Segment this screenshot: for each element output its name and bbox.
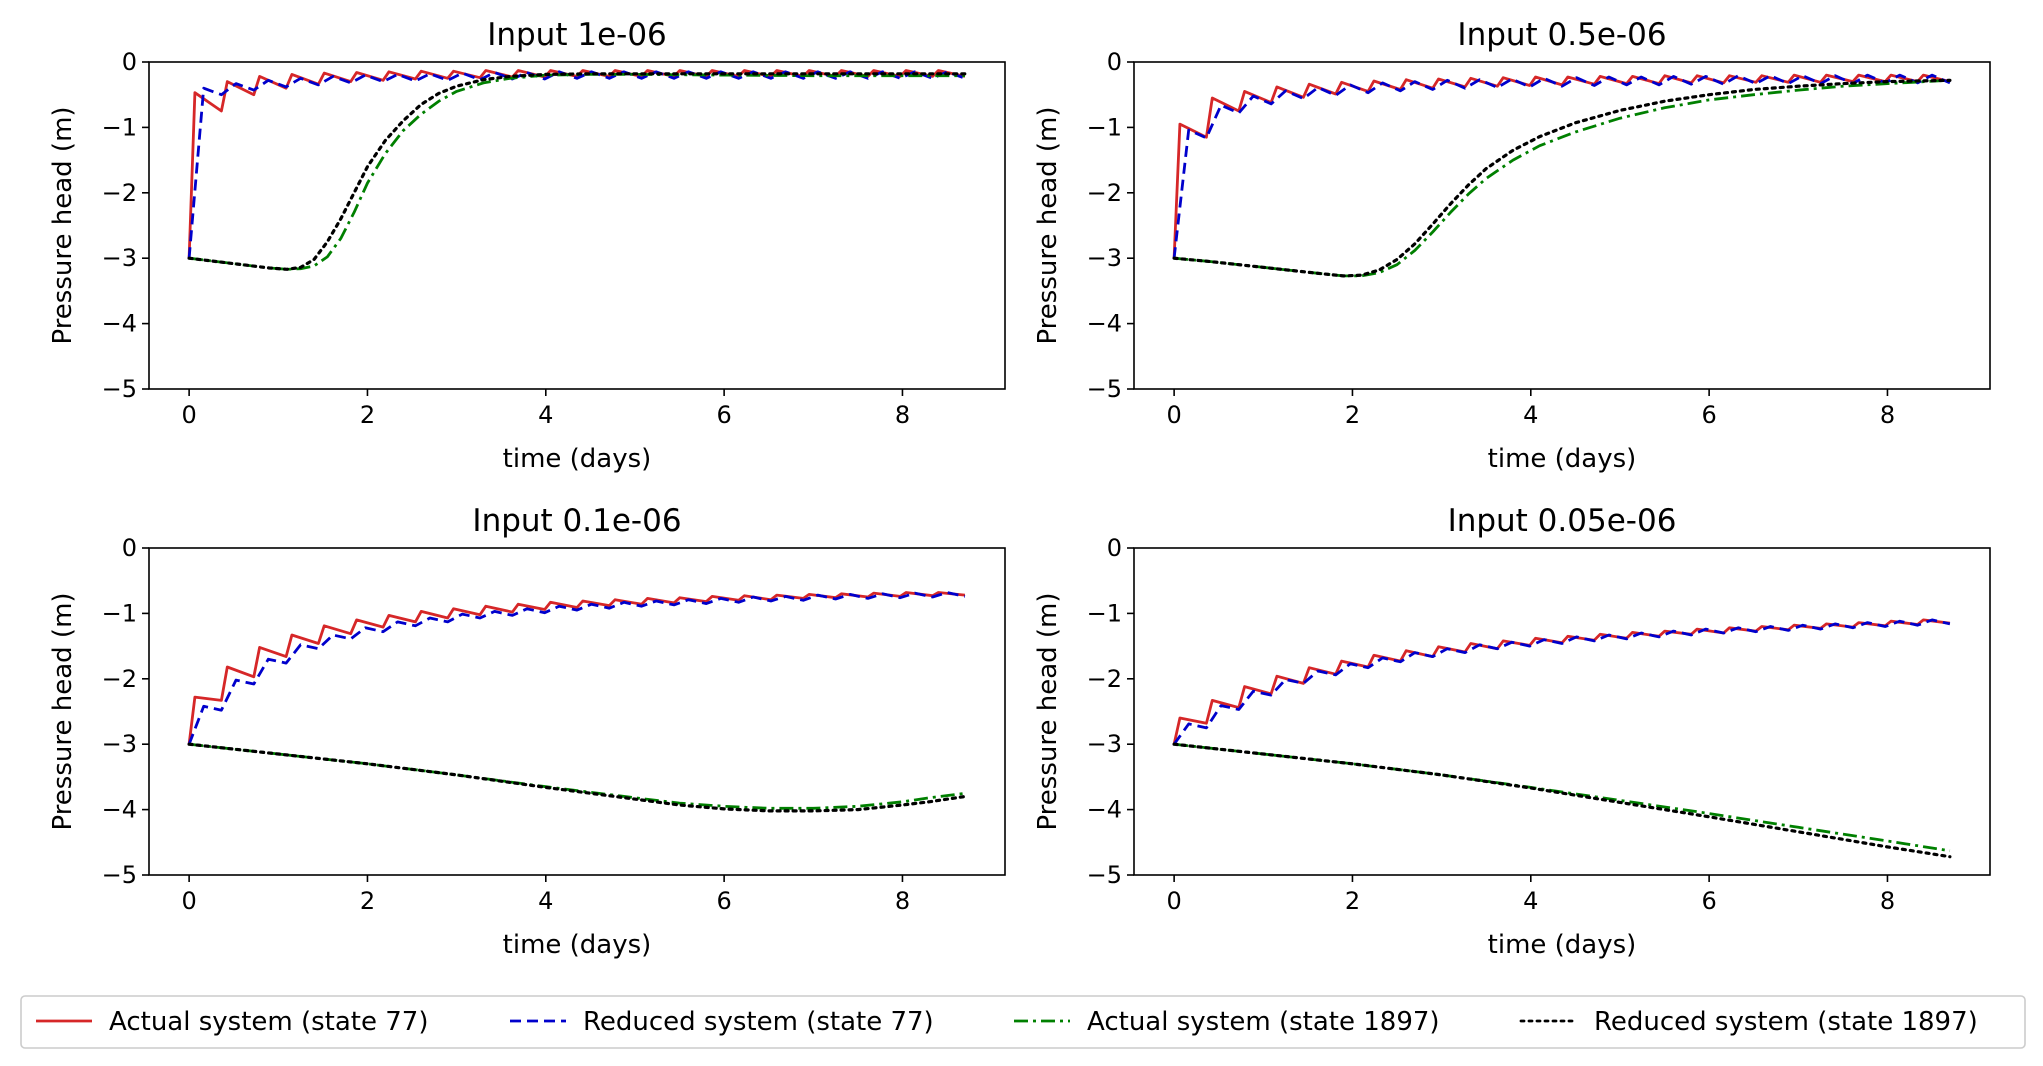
y-tick-label: −5 — [1087, 375, 1122, 403]
subplot-4: Input 0.05e-06 0 2 4 6 8 0 −1 −2 −3 −4 −5 time (days… — [1033, 503, 1991, 960]
x-tick-label: 4 — [538, 401, 553, 429]
x-tick-label: 6 — [716, 887, 731, 915]
x-axis-label: time (days) — [1488, 930, 1637, 960]
y-tick-label: 0 — [1107, 534, 1122, 562]
subplot-1: Input 1e-06 0 2 4 6 8 0 −1 −2 −3 −4 −5 time (days) Pr… — [48, 17, 1006, 474]
x-tick-label: 2 — [1345, 887, 1360, 915]
series-reduced-state-1897 — [1172, 742, 1952, 859]
y-tick-label: −1 — [102, 599, 137, 627]
legend-label: Reduced system (state 77) — [583, 1007, 934, 1037]
y-tick-label: −4 — [1087, 310, 1122, 338]
subplot-3: Input 0.1e-06 0 2 4 6 8 0 −1 −2 −3 −4 −5 time (days)… — [48, 503, 1006, 960]
x-tick-label: 8 — [895, 887, 910, 915]
x-tick-label: 4 — [538, 887, 553, 915]
subplot-title: Input 1e-06 — [487, 17, 667, 53]
series-reduced-state-77 — [187, 70, 966, 259]
y-tick-label: −4 — [102, 310, 137, 338]
series-actual-state-77 — [187, 69, 966, 259]
y-tick-label: −1 — [1087, 599, 1122, 627]
y-tick-label: −3 — [1087, 730, 1122, 758]
y-tick-label: 0 — [1107, 48, 1122, 76]
legend: Actual system (state 77) Reduced system (… — [20, 995, 2026, 1049]
x-tick-label: 8 — [1880, 401, 1895, 429]
series-reduced-state-77 — [1172, 618, 1951, 746]
series-reduced-state-77 — [1172, 73, 1951, 259]
y-tick-label: −5 — [1087, 861, 1122, 889]
y-tick-label: −5 — [102, 375, 137, 403]
y-tick-label: −2 — [102, 665, 137, 693]
x-tick-label: 0 — [181, 887, 196, 915]
y-axis-label: Pressure head (m) — [1033, 592, 1063, 830]
subplot-title: Input 0.1e-06 — [472, 503, 681, 539]
plot-frame — [1133, 61, 1991, 390]
x-tick-label: 0 — [1166, 401, 1181, 429]
subplot-title: Input 0.05e-06 — [1448, 503, 1677, 539]
x-tick-label: 2 — [360, 887, 375, 915]
y-tick-label: −3 — [102, 730, 137, 758]
y-tick-label: −1 — [102, 113, 137, 141]
x-tick-label: 2 — [1345, 401, 1360, 429]
series-actual-state-1897 — [1173, 78, 1950, 278]
series-reduced-state-1897 — [1172, 78, 1952, 278]
legend-label: Actual system (state 77) — [109, 1007, 428, 1037]
y-axis-label: Pressure head (m) — [48, 106, 78, 344]
series-actual-state-1897 — [1173, 742, 1951, 853]
x-tick-label: 8 — [1880, 887, 1895, 915]
series-reduced-state-1897 — [187, 72, 967, 271]
y-axis-label: Pressure head (m) — [1033, 106, 1063, 344]
y-tick-label: −1 — [1087, 113, 1122, 141]
x-tick-label: 4 — [1523, 887, 1538, 915]
subplot-2: Input 0.5e-06 0 2 4 6 8 0 −1 −2 −3 −4 −5 time (days)… — [1033, 17, 1991, 474]
x-tick-label: 2 — [360, 401, 375, 429]
series-actual-state-77 — [187, 591, 966, 745]
x-axis-label: time (days) — [503, 930, 652, 960]
plot-frame — [148, 61, 1006, 390]
series-reduced-state-1897 — [187, 742, 967, 813]
subplot-title: Input 0.5e-06 — [1457, 17, 1666, 53]
legend-label: Actual system (state 1897) — [1087, 1007, 1440, 1037]
y-tick-label: 0 — [122, 48, 137, 76]
series-reduced-state-77 — [187, 591, 966, 745]
y-tick-label: −2 — [102, 179, 137, 207]
x-tick-label: 0 — [1166, 887, 1181, 915]
x-tick-label: 6 — [716, 401, 731, 429]
y-tick-label: −2 — [1087, 665, 1122, 693]
x-tick-label: 0 — [181, 401, 196, 429]
legend-label: Reduced system (state 1897) — [1594, 1007, 1978, 1037]
series-actual-state-77 — [1172, 618, 1951, 745]
y-tick-label: −4 — [1087, 796, 1122, 824]
series-actual-state-1897 — [188, 742, 966, 810]
x-axis-label: time (days) — [503, 444, 652, 474]
x-tick-label: 6 — [1701, 887, 1716, 915]
y-tick-label: −3 — [102, 244, 137, 272]
y-tick-label: −4 — [102, 796, 137, 824]
plot-frame — [1133, 547, 1991, 876]
y-tick-label: 0 — [122, 534, 137, 562]
x-axis-label: time (days) — [1488, 444, 1637, 474]
x-tick-label: 8 — [895, 401, 910, 429]
plot-frame — [148, 547, 1006, 876]
y-axis-label: Pressure head (m) — [48, 592, 78, 830]
y-tick-label: −2 — [1087, 179, 1122, 207]
x-tick-label: 6 — [1701, 401, 1716, 429]
y-tick-label: −3 — [1087, 244, 1122, 272]
x-tick-label: 4 — [1523, 401, 1538, 429]
series-actual-state-1897 — [188, 73, 965, 271]
series-actual-state-77 — [1172, 73, 1951, 259]
y-tick-label: −5 — [102, 861, 137, 889]
